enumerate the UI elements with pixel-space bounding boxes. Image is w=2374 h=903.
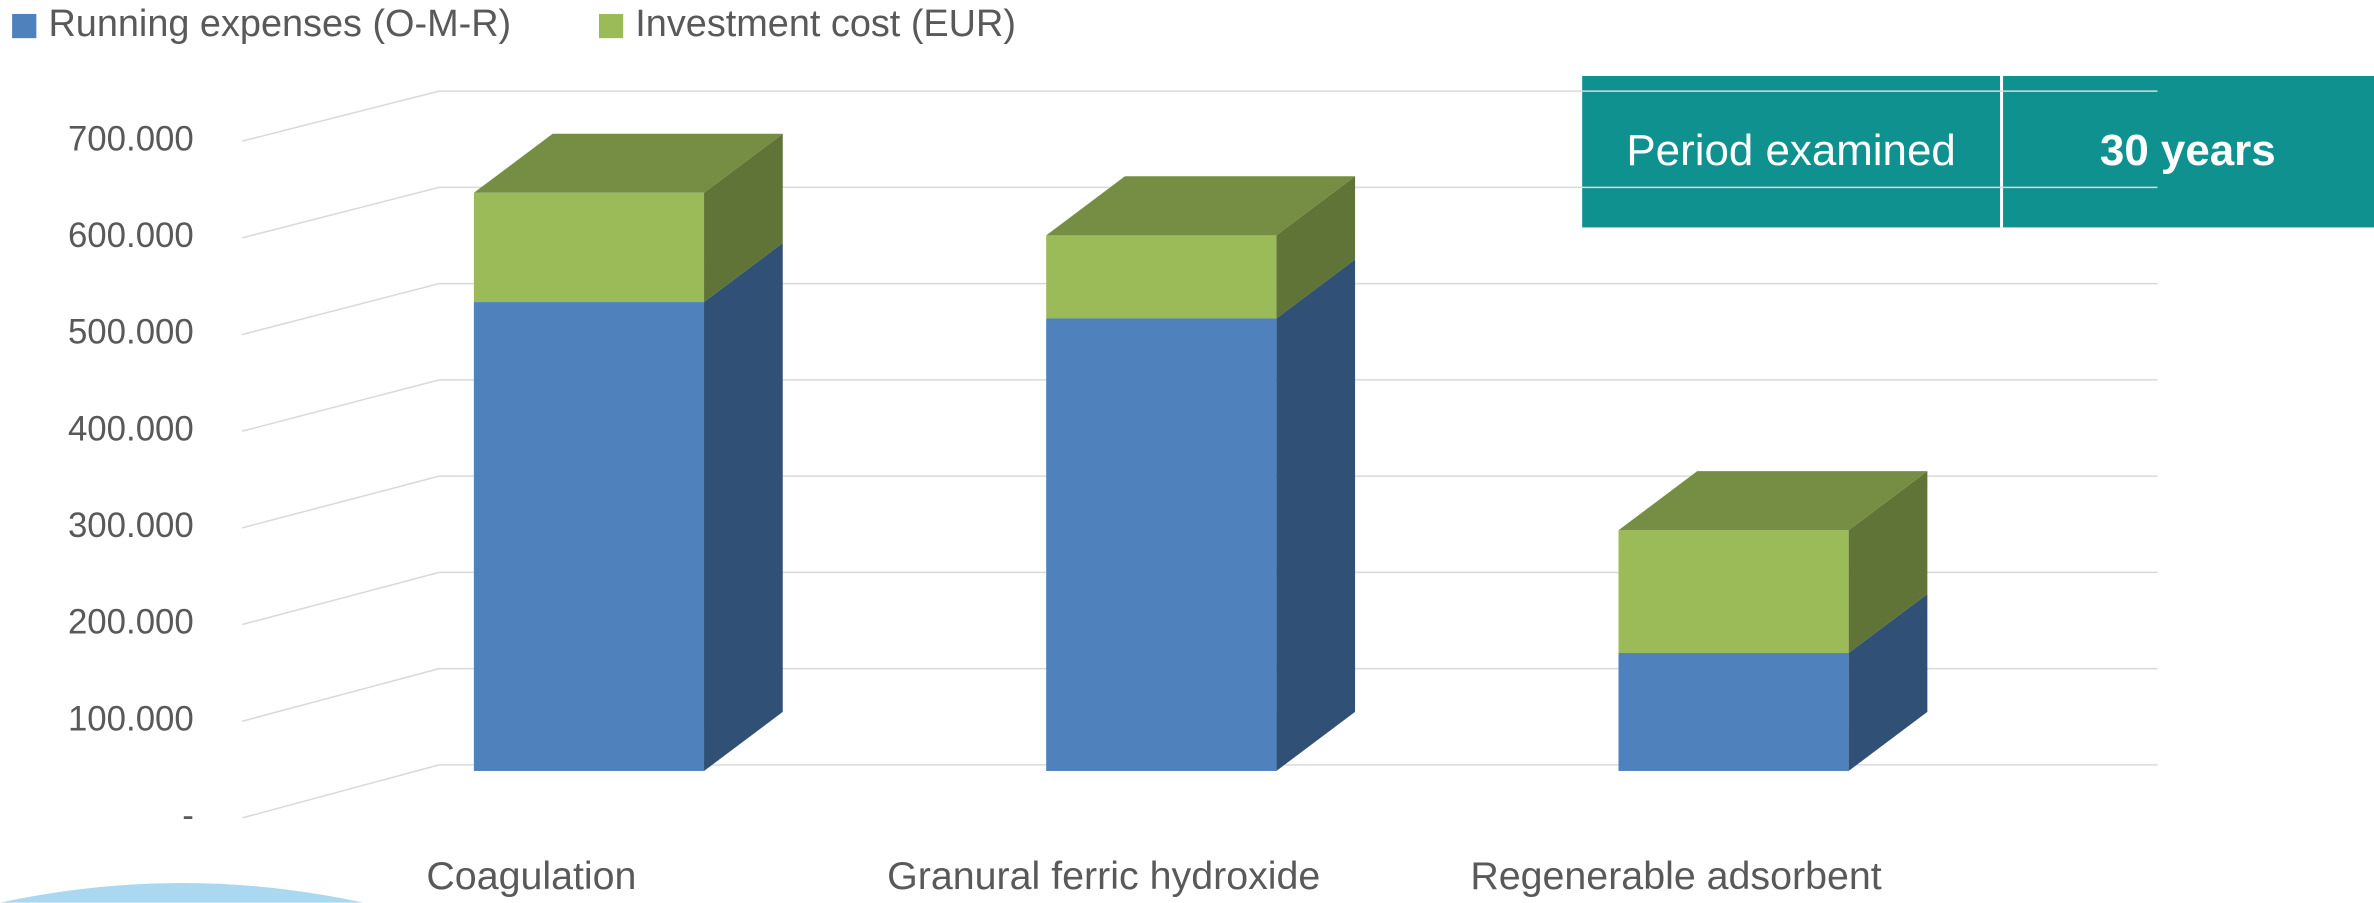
- grid-line: [242, 187, 439, 237]
- bar: [1618, 653, 1848, 771]
- grid-line: [242, 476, 439, 528]
- legend-swatch: [599, 14, 623, 38]
- y-tick-label: 300.000: [68, 506, 194, 545]
- bar: [1046, 235, 1276, 318]
- grid-line: [242, 765, 439, 818]
- x-tick-label: Regenerable adsorbent: [1470, 854, 1881, 898]
- y-tick-label: 400.000: [68, 409, 194, 448]
- y-tick-label: 700.000: [68, 119, 194, 158]
- y-tick-label: 500.000: [68, 313, 194, 352]
- decoration: [0, 883, 363, 903]
- table-value: 30 years: [2100, 126, 2276, 175]
- bar-side: [704, 243, 783, 771]
- x-tick-label: Granural ferric hydroxide: [887, 854, 1320, 898]
- bar-side: [1276, 259, 1355, 771]
- grid-line: [242, 91, 439, 141]
- y-tick-label: -: [182, 796, 194, 835]
- legend-label: Running expenses (O-M-R): [48, 3, 511, 45]
- bar: [1046, 318, 1276, 770]
- bar: [474, 193, 704, 302]
- x-tick-label: Coagulation: [426, 854, 636, 898]
- bar: [1618, 530, 1848, 653]
- y-tick-label: 100.000: [68, 699, 194, 738]
- grid-line: [242, 380, 439, 431]
- chart: Period examined 30 years - 100.000 200.000…: [0, 0, 2374, 903]
- table-label: Period examined: [1626, 126, 1955, 175]
- legend-label: Investment cost (EUR): [635, 3, 1016, 45]
- grid-line: [242, 669, 439, 722]
- grid-line: [242, 572, 439, 624]
- y-tick-label: 200.000: [68, 603, 194, 642]
- y-tick-label: 600.000: [68, 216, 194, 255]
- legend-swatch: [12, 14, 36, 38]
- bar: [474, 302, 704, 771]
- grid-line: [242, 284, 439, 335]
- page: {"chart_data":{"type":"bar3d_stacked", "…: [0, 0, 2374, 903]
